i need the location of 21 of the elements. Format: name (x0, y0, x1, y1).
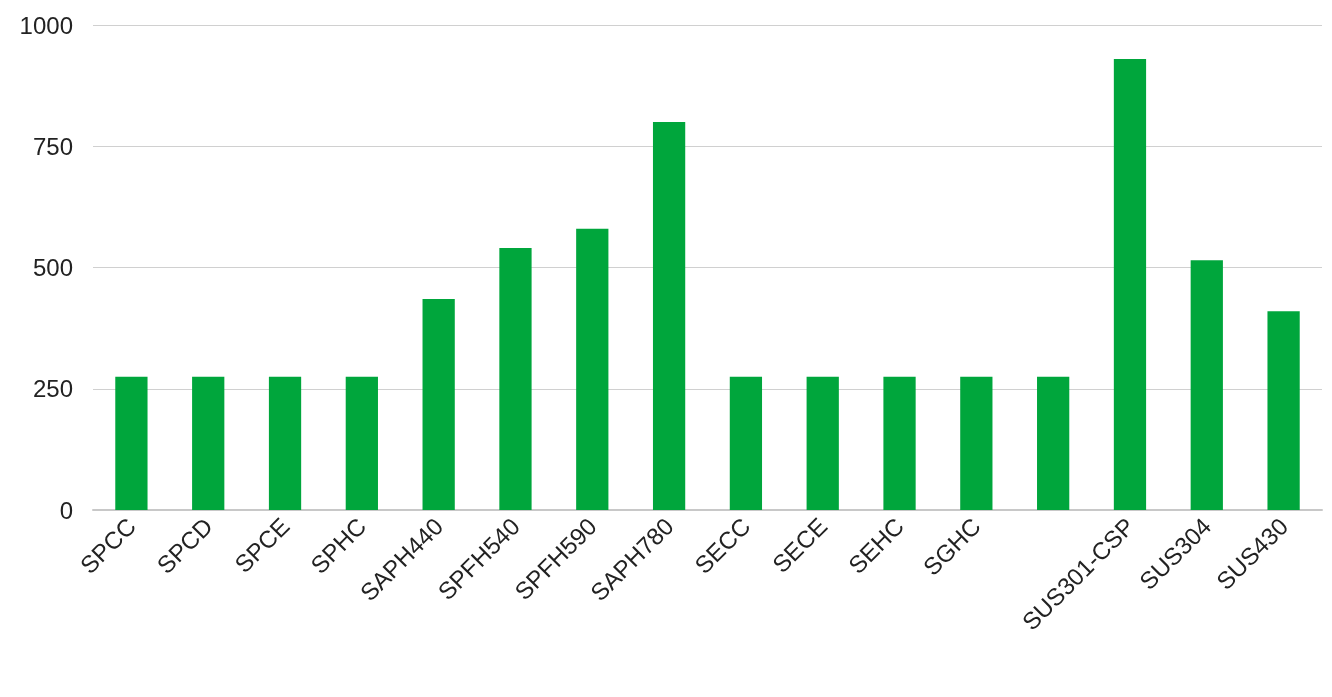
bar (192, 376, 225, 510)
bar (422, 299, 455, 510)
bar (1190, 260, 1223, 510)
y-tick-label: 0 (59, 496, 73, 524)
bar (115, 376, 148, 510)
y-tick-label: 750 (32, 132, 73, 160)
bar (576, 228, 609, 510)
bar (345, 376, 378, 510)
bar (268, 376, 302, 510)
bar (1113, 58, 1147, 510)
bar (499, 248, 532, 510)
y-tick-label: 250 (32, 375, 73, 403)
y-tick-label: 500 (32, 254, 73, 281)
bar (960, 376, 993, 510)
bar (1037, 376, 1070, 510)
bar (652, 122, 686, 510)
bar (883, 376, 916, 510)
y-tick-label: 1000 (19, 11, 73, 39)
bar (729, 376, 763, 510)
bar (806, 376, 839, 510)
bar (1267, 311, 1300, 510)
